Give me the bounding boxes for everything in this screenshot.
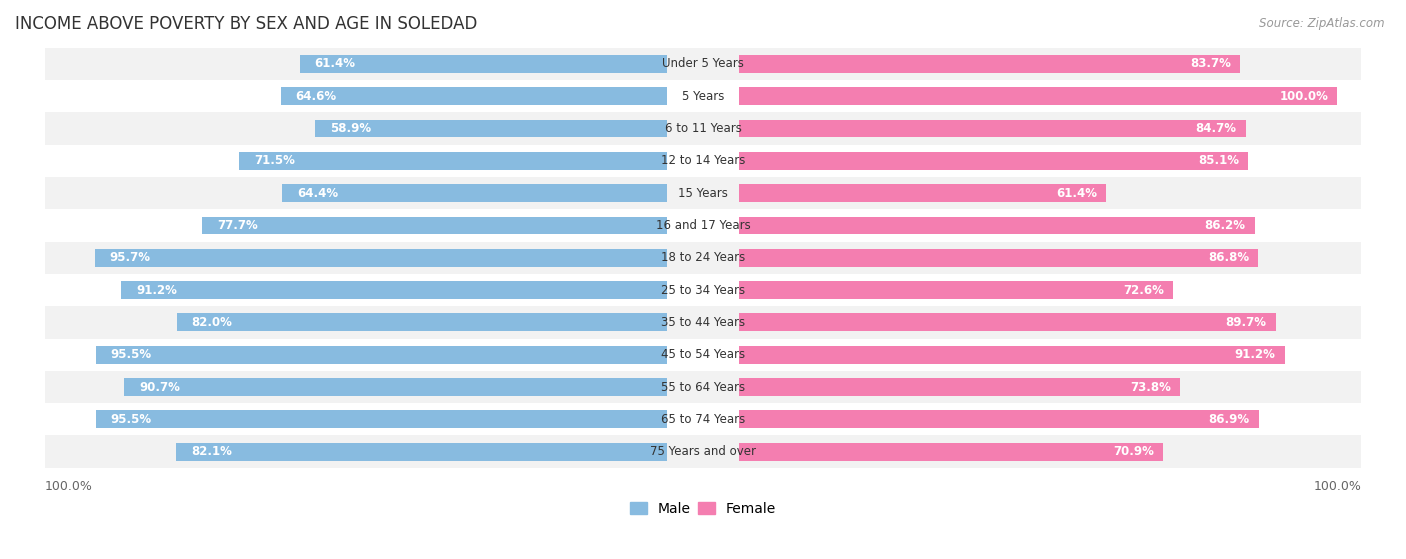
Text: Under 5 Years: Under 5 Years — [662, 58, 744, 70]
Bar — [45, 241, 1361, 274]
Bar — [45, 177, 1361, 209]
Text: Source: ZipAtlas.com: Source: ZipAtlas.com — [1260, 17, 1385, 30]
Text: 45 to 54 Years: 45 to 54 Years — [661, 348, 745, 361]
Text: 61.4%: 61.4% — [315, 58, 356, 70]
Bar — [45, 403, 1361, 435]
Text: 91.2%: 91.2% — [1234, 348, 1275, 361]
Text: 5 Years: 5 Years — [682, 89, 724, 103]
Bar — [45, 209, 1361, 241]
Text: 89.7%: 89.7% — [1226, 316, 1267, 329]
Bar — [45, 371, 1361, 403]
Text: 70.9%: 70.9% — [1114, 445, 1154, 458]
Text: 86.8%: 86.8% — [1208, 251, 1249, 264]
Bar — [45, 435, 1361, 468]
Text: 95.5%: 95.5% — [111, 413, 152, 426]
Bar — [740, 314, 1275, 331]
Bar — [740, 216, 1254, 234]
Bar — [96, 346, 666, 363]
Bar — [740, 346, 1285, 363]
Text: 64.6%: 64.6% — [295, 89, 336, 103]
Bar — [740, 152, 1249, 170]
Bar — [740, 410, 1258, 428]
Bar — [740, 87, 1337, 105]
Bar — [96, 410, 666, 428]
Bar — [740, 443, 1163, 461]
Bar — [202, 216, 666, 234]
Text: 82.0%: 82.0% — [191, 316, 232, 329]
Bar — [315, 120, 666, 138]
Text: 35 to 44 Years: 35 to 44 Years — [661, 316, 745, 329]
Text: 85.1%: 85.1% — [1198, 154, 1239, 167]
Bar — [94, 249, 666, 267]
Bar — [239, 152, 666, 170]
Text: 86.2%: 86.2% — [1205, 219, 1246, 232]
Bar — [740, 281, 1173, 299]
Text: 73.8%: 73.8% — [1130, 381, 1171, 394]
Text: 16 and 17 Years: 16 and 17 Years — [655, 219, 751, 232]
Text: 90.7%: 90.7% — [139, 381, 180, 394]
Bar — [45, 306, 1361, 339]
Bar — [45, 274, 1361, 306]
Text: 71.5%: 71.5% — [254, 154, 295, 167]
Text: 55 to 64 Years: 55 to 64 Years — [661, 381, 745, 394]
Text: 77.7%: 77.7% — [217, 219, 257, 232]
Text: 15 Years: 15 Years — [678, 187, 728, 200]
Text: 84.7%: 84.7% — [1195, 122, 1237, 135]
Text: 83.7%: 83.7% — [1189, 58, 1230, 70]
Text: 61.4%: 61.4% — [1056, 187, 1097, 200]
Bar — [740, 120, 1246, 138]
Bar — [299, 55, 666, 73]
Bar — [740, 249, 1258, 267]
Bar — [740, 378, 1181, 396]
Text: 65 to 74 Years: 65 to 74 Years — [661, 413, 745, 426]
Bar — [176, 443, 666, 461]
Text: 12 to 14 Years: 12 to 14 Years — [661, 154, 745, 167]
Text: 86.9%: 86.9% — [1209, 413, 1250, 426]
Text: 95.5%: 95.5% — [111, 348, 152, 361]
Bar — [740, 184, 1107, 202]
Bar — [45, 48, 1361, 80]
Text: 6 to 11 Years: 6 to 11 Years — [665, 122, 741, 135]
Bar — [281, 184, 666, 202]
Text: 75 Years and over: 75 Years and over — [650, 445, 756, 458]
Text: 72.6%: 72.6% — [1123, 283, 1164, 297]
Bar — [281, 87, 666, 105]
Text: 82.1%: 82.1% — [191, 445, 232, 458]
Bar — [121, 281, 666, 299]
Bar — [45, 339, 1361, 371]
Bar — [45, 145, 1361, 177]
Bar — [125, 378, 666, 396]
Legend: Male, Female: Male, Female — [624, 496, 782, 522]
Text: 64.4%: 64.4% — [297, 187, 337, 200]
Bar — [45, 112, 1361, 145]
Text: INCOME ABOVE POVERTY BY SEX AND AGE IN SOLEDAD: INCOME ABOVE POVERTY BY SEX AND AGE IN S… — [15, 15, 478, 33]
Text: 91.2%: 91.2% — [136, 283, 177, 297]
Bar — [45, 80, 1361, 112]
Text: 58.9%: 58.9% — [329, 122, 371, 135]
Bar — [177, 314, 666, 331]
Text: 100.0%: 100.0% — [1279, 89, 1329, 103]
Bar — [740, 55, 1240, 73]
Text: 25 to 34 Years: 25 to 34 Years — [661, 283, 745, 297]
Text: 95.7%: 95.7% — [110, 251, 150, 264]
Text: 18 to 24 Years: 18 to 24 Years — [661, 251, 745, 264]
